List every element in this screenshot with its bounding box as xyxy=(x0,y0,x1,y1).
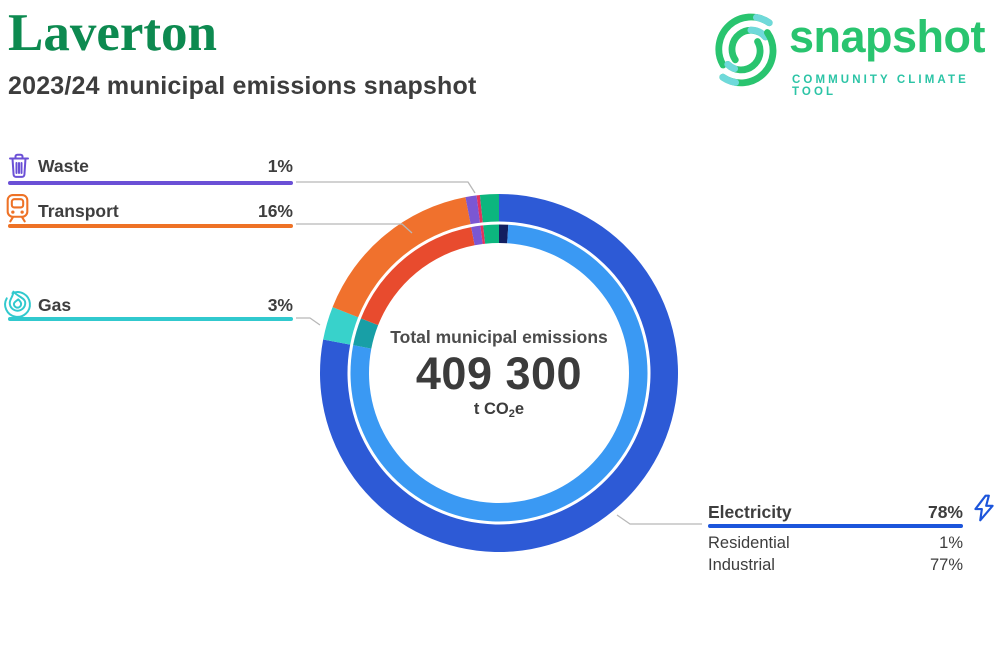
sector-label-waste: Waste xyxy=(38,156,89,176)
electricity-breakdown: Residential 1% Industrial 77% xyxy=(708,534,963,578)
snapshot-tagline: COMMUNITY CLIMATE TOOL xyxy=(792,74,969,98)
bolt-icon xyxy=(974,494,994,522)
donut-center-text: Total municipal emissions 409 300 t CO2e xyxy=(374,327,624,420)
sector-label-transport: Transport xyxy=(38,201,119,221)
donut-segment-outer-gas xyxy=(323,307,359,345)
sector-pct-waste: 1% xyxy=(267,156,293,176)
donut-segment-inner-other xyxy=(483,224,499,244)
breakdown-row-residential: Residential 1% xyxy=(708,534,963,552)
sector-underline-transport xyxy=(8,224,293,228)
total-emissions-label: Total municipal emissions xyxy=(390,327,608,347)
trash-icon xyxy=(9,153,29,178)
leader-line-gas xyxy=(296,317,321,326)
sector-label-gas: Gas xyxy=(38,295,72,315)
donut-segment-inner-electricity-residential xyxy=(499,224,509,244)
sector-row-transport: Transport 16% xyxy=(6,192,293,230)
page-title: Laverton xyxy=(8,4,218,62)
donut-segment-inner-waste xyxy=(471,225,483,246)
sector-row-gas: Gas 3% xyxy=(4,286,293,324)
sector-pct-gas: 3% xyxy=(267,295,293,315)
train-icon xyxy=(6,194,29,223)
donut-segment-outer-transport xyxy=(332,197,471,318)
donut-segment-outer-waste xyxy=(465,195,481,225)
snapshot-logo-icon xyxy=(715,13,777,87)
donut-segment-outer-other-minor xyxy=(476,195,483,223)
leader-line-electricity xyxy=(616,514,702,525)
donut-segment-inner-gas xyxy=(353,318,379,349)
breakdown-row-industrial: Industrial 77% xyxy=(708,556,963,574)
sector-pct-electricity: 78% xyxy=(927,502,963,522)
total-emissions-value: 409 300 xyxy=(415,348,583,399)
sector-pct-transport: 16% xyxy=(257,201,293,221)
sector-underline-gas xyxy=(8,317,293,321)
flame-icon xyxy=(4,290,31,318)
total-emissions-unit: t CO2e xyxy=(473,400,525,420)
leader-line-transport xyxy=(296,223,413,234)
leader-line-waste xyxy=(296,181,476,194)
sector-underline-electricity xyxy=(708,524,963,528)
donut-segment-inner-other-minor xyxy=(480,225,486,245)
sector-label-electricity: Electricity xyxy=(708,502,792,522)
snapshot-wordmark: snapshot xyxy=(789,11,986,62)
page-subtitle: 2023/24 municipal emissions snapshot xyxy=(8,72,477,100)
sector-underline-waste xyxy=(8,181,293,185)
donut-segment-outer-other xyxy=(479,194,499,223)
sector-row-waste: Waste 1% xyxy=(8,150,293,188)
donut-segment-inner-transport xyxy=(360,227,475,326)
